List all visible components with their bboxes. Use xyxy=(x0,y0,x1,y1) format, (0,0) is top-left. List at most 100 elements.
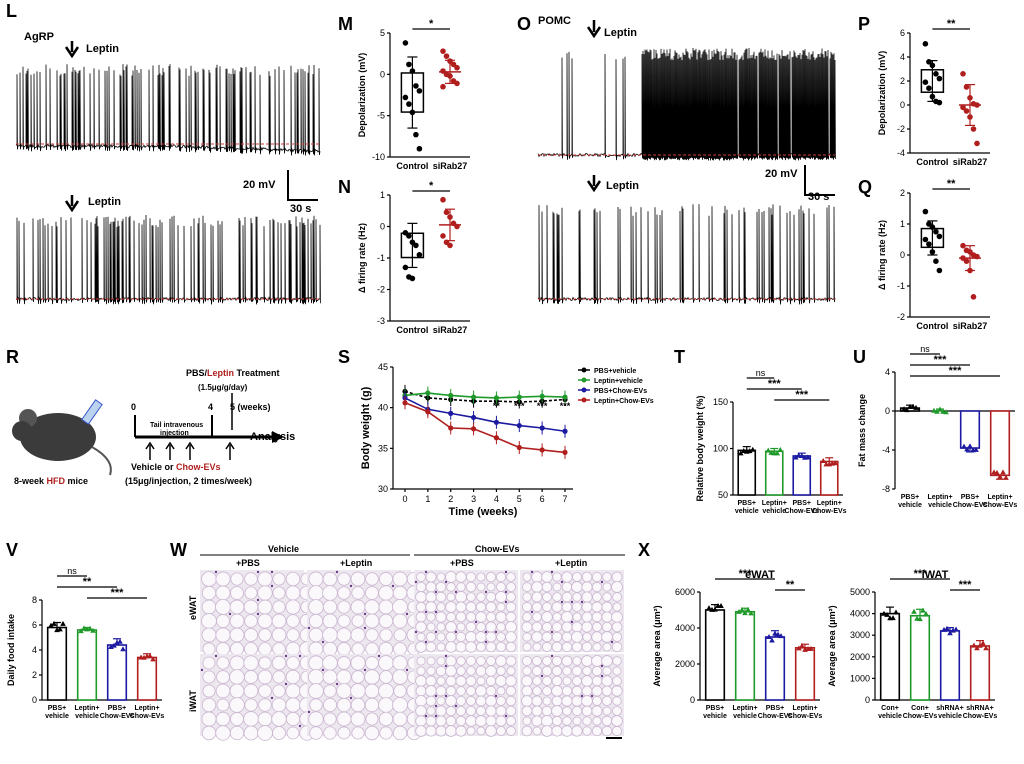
adipocyte xyxy=(522,572,532,582)
adipocyte xyxy=(505,601,517,613)
adipocyte xyxy=(378,613,394,629)
adipocyte xyxy=(561,621,573,633)
adipocyte xyxy=(542,696,552,706)
adipocyte xyxy=(230,572,244,586)
adipocyte xyxy=(337,656,351,670)
adipocyte xyxy=(506,572,516,582)
adipocyte xyxy=(591,705,603,717)
x-tick-label: Control xyxy=(396,325,428,335)
adipocyte xyxy=(612,602,622,612)
adipocyte xyxy=(591,631,603,643)
x-tick-label: vehicle xyxy=(75,713,99,720)
x-tick-label: 6 xyxy=(540,494,545,504)
adipocyte xyxy=(521,685,533,697)
data-point xyxy=(974,102,980,108)
adipocyte xyxy=(336,711,352,727)
adipocyte xyxy=(495,611,507,623)
x-tick-label: vehicle xyxy=(938,713,962,720)
adipocyte xyxy=(364,613,380,629)
adipocyte xyxy=(215,571,231,587)
adipocyte xyxy=(591,571,603,583)
adipocyte xyxy=(445,621,457,633)
adipocyte xyxy=(551,621,563,633)
data-point xyxy=(562,394,568,400)
adipocyte xyxy=(591,725,603,737)
arrowhead-icon xyxy=(185,441,195,450)
adipocyte xyxy=(551,665,563,677)
adipocyte xyxy=(229,683,245,699)
data-point xyxy=(798,452,805,458)
adipocyte xyxy=(541,705,553,717)
svg-text:eWAT: eWAT xyxy=(188,595,198,620)
adipocyte xyxy=(392,669,408,685)
data-point xyxy=(922,236,929,243)
adipocyte xyxy=(271,613,287,629)
adipocyte xyxy=(426,622,436,632)
data-point xyxy=(901,406,907,412)
bar xyxy=(106,644,128,701)
adipocyte xyxy=(350,697,366,713)
adipocyte xyxy=(436,632,446,642)
arrowhead-icon xyxy=(225,441,235,450)
adipocyte xyxy=(308,585,324,601)
adipocyte xyxy=(258,698,272,712)
adipocyte xyxy=(581,601,593,613)
data-point xyxy=(947,630,953,636)
data-point xyxy=(910,403,916,409)
y-tick-label: 4 xyxy=(32,645,37,655)
x-tick-label: shRNA+ xyxy=(966,705,993,712)
adipocyte xyxy=(257,599,273,615)
adipocyte xyxy=(436,642,446,652)
bar xyxy=(764,450,784,496)
adipocyte xyxy=(379,670,393,684)
adipocyte xyxy=(365,712,379,726)
w-group-chow: Chow-EVs xyxy=(475,544,520,554)
adipocyte xyxy=(551,685,563,697)
data-point xyxy=(737,450,744,456)
adipocyte xyxy=(378,711,394,727)
nucleus xyxy=(214,654,218,658)
nucleus xyxy=(298,654,302,658)
adipocyte xyxy=(601,695,613,707)
adipocyte xyxy=(521,621,533,633)
nucleus xyxy=(504,714,508,718)
adipocyte xyxy=(571,641,583,653)
nucleus xyxy=(377,654,381,658)
adipocyte xyxy=(541,571,553,583)
adipocyte xyxy=(445,631,457,643)
data-point xyxy=(406,101,412,107)
adipocyte xyxy=(258,642,272,656)
nucleus xyxy=(424,570,428,574)
x-tick-label: 7 xyxy=(562,494,567,504)
adipocyte xyxy=(486,656,496,666)
data-point xyxy=(977,642,983,648)
data-point xyxy=(413,131,419,138)
y-tick-label: 30 xyxy=(378,484,388,494)
y-tick-label: 4000 xyxy=(850,609,870,619)
adipocyte xyxy=(475,665,487,677)
adipocyte xyxy=(285,585,301,601)
nucleus xyxy=(424,610,428,614)
pomc-trace-bottom xyxy=(537,204,836,305)
data-point xyxy=(973,446,979,452)
adipocyte xyxy=(216,642,230,656)
x-tick-label: Leptin+ xyxy=(762,500,787,507)
data-point xyxy=(777,446,784,452)
data-point xyxy=(447,58,453,64)
nucleus xyxy=(284,682,288,686)
data-point xyxy=(51,620,57,626)
adipocyte xyxy=(602,642,612,652)
adipocyte xyxy=(416,632,426,642)
adipocyte xyxy=(561,601,573,613)
nucleus xyxy=(434,704,438,708)
adipocyte xyxy=(485,725,497,737)
pomc-trace-top xyxy=(537,47,836,161)
leptin-label-4: Leptin xyxy=(606,180,639,192)
data-point xyxy=(917,616,923,622)
nucleus xyxy=(321,640,325,644)
adipocyte xyxy=(323,712,337,726)
adipocyte xyxy=(415,685,427,697)
nucleus xyxy=(444,664,448,668)
data-point xyxy=(974,253,980,260)
